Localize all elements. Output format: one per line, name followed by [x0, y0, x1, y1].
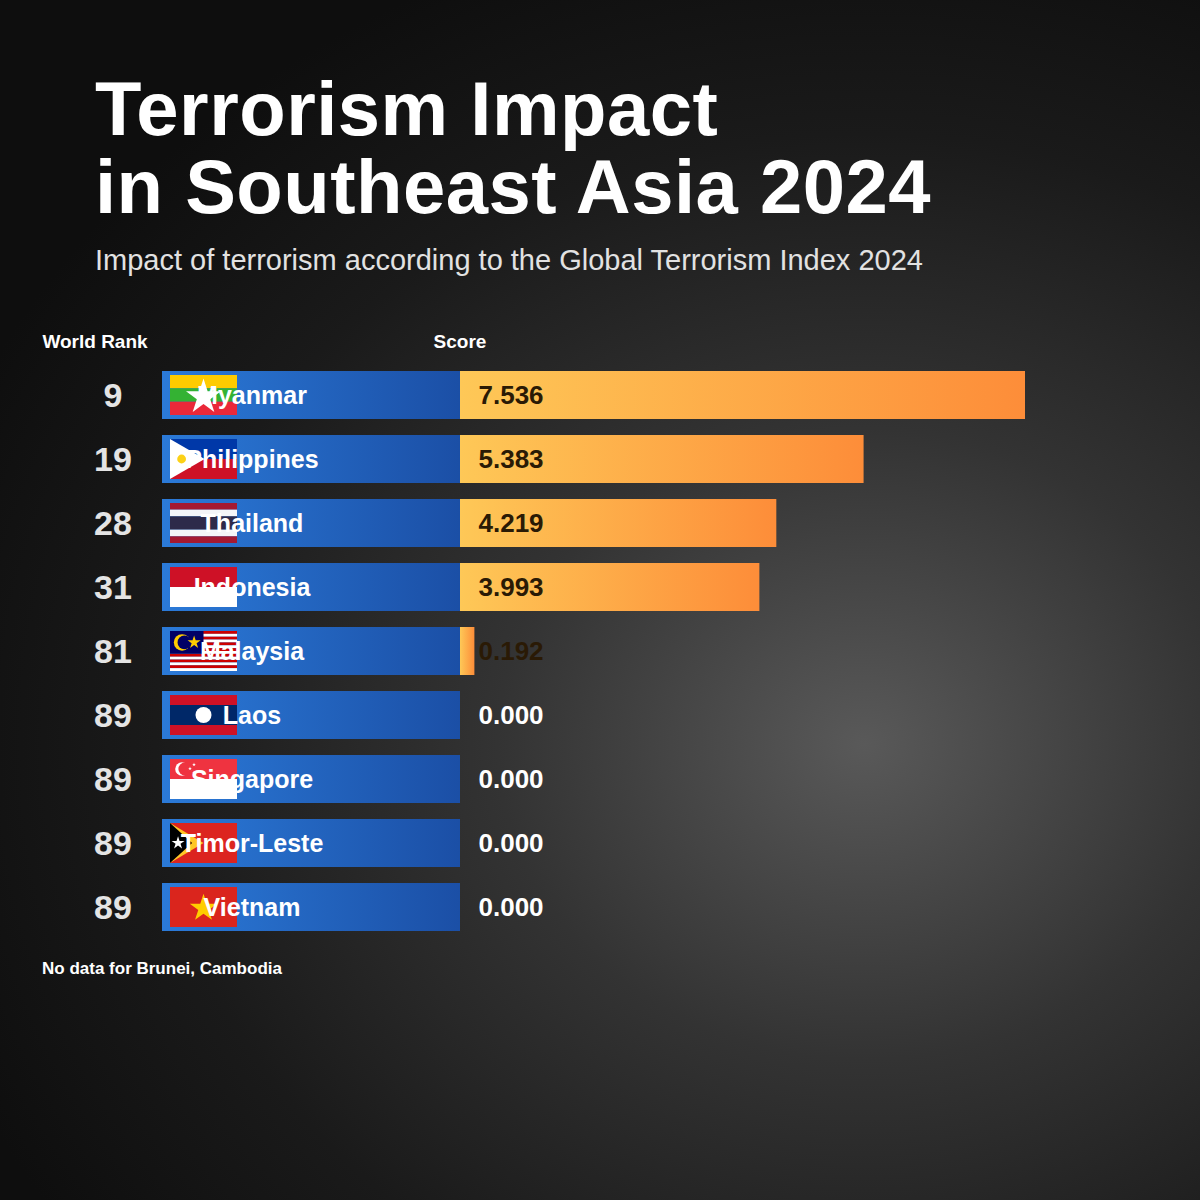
svg-text:89: 89	[94, 760, 132, 798]
svg-text:5.383: 5.383	[479, 444, 544, 474]
svg-text:Singapore: Singapore	[191, 765, 313, 793]
svg-text:31: 31	[94, 568, 132, 606]
svg-text:World Rank: World Rank	[42, 331, 148, 352]
svg-text:9: 9	[104, 376, 123, 414]
svg-text:Timor-Leste: Timor-Leste	[181, 829, 324, 857]
svg-text:19: 19	[94, 440, 132, 478]
html-text:Terrorism Impact in Southeast: Terrorism Impact in Southeast Asia 2024	[95, 66, 932, 229]
svg-text:0.000: 0.000	[479, 700, 544, 730]
svg-text:81: 81	[94, 632, 132, 670]
svg-text:7.536: 7.536	[479, 380, 544, 410]
svg-text:Score: Score	[434, 331, 487, 352]
svg-text:0.000: 0.000	[479, 828, 544, 858]
svg-text:Myanmar: Myanmar	[197, 381, 307, 409]
svg-text:Vietnam: Vietnam	[204, 893, 301, 921]
svg-text:Thailand: Thailand	[201, 509, 304, 537]
svg-text:Indonesia: Indonesia	[194, 573, 312, 601]
svg-text:0.000: 0.000	[479, 892, 544, 922]
svg-text:4.219: 4.219	[479, 508, 544, 538]
svg-text:89: 89	[94, 888, 132, 926]
svg-text:89: 89	[94, 824, 132, 862]
svg-text:28: 28	[94, 504, 132, 542]
svg-text:89: 89	[94, 696, 132, 734]
svg-text:Philippines: Philippines	[185, 445, 318, 473]
svg-text:3.993: 3.993	[479, 572, 544, 602]
svg-text:Malaysia: Malaysia	[200, 637, 305, 665]
html-text:Impact of terrorism according: Impact of terrorism according to the Glo…	[95, 244, 923, 276]
svg-text:Laos: Laos	[223, 701, 281, 729]
svg-text:0.000: 0.000	[479, 764, 544, 794]
svg-text:No data for Brunei, Cambodia: No data for Brunei, Cambodia	[42, 959, 282, 978]
svg-text:0.192: 0.192	[479, 636, 544, 666]
